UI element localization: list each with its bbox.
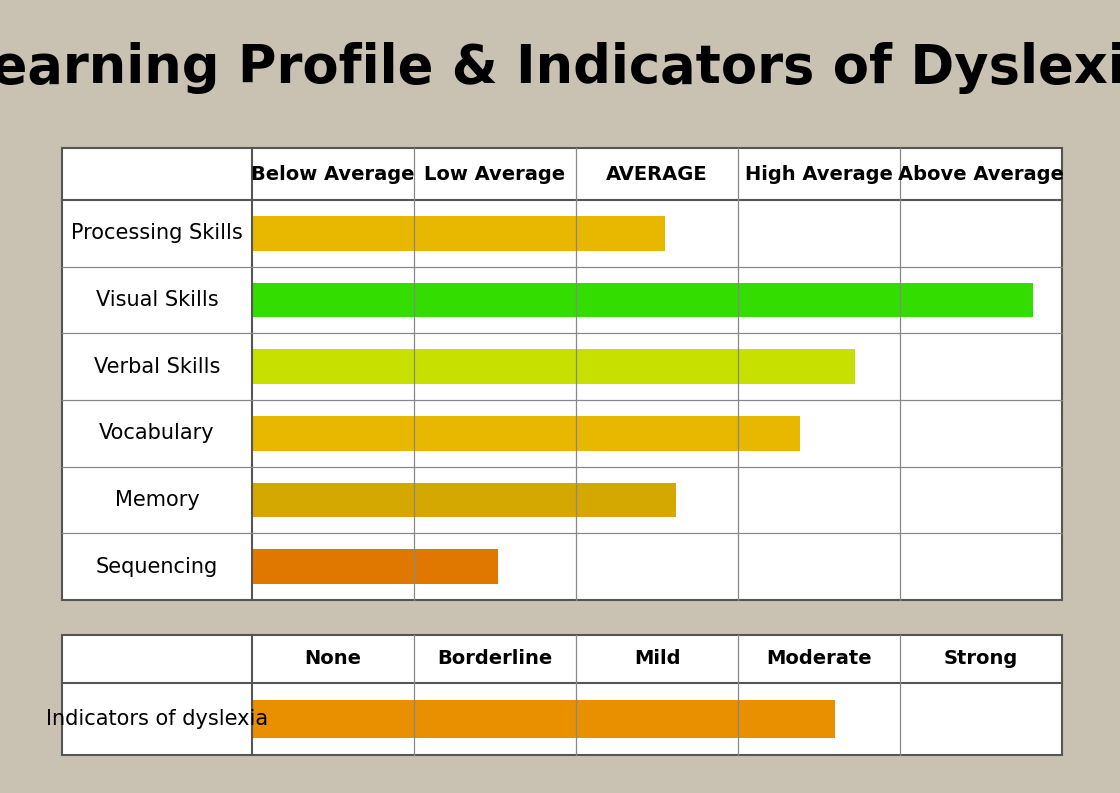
Text: Above Average: Above Average bbox=[898, 164, 1064, 183]
Text: Strong: Strong bbox=[944, 649, 1018, 668]
Text: Vocabulary: Vocabulary bbox=[100, 423, 215, 443]
Bar bbox=[62, 148, 1062, 600]
Text: Mild: Mild bbox=[634, 649, 680, 668]
Text: Sequencing: Sequencing bbox=[96, 557, 218, 577]
Text: Moderate: Moderate bbox=[766, 649, 871, 668]
Text: Indicators of dyslexia: Indicators of dyslexia bbox=[46, 709, 268, 729]
Bar bbox=[252, 350, 855, 384]
Text: Verbal Skills: Verbal Skills bbox=[94, 357, 221, 377]
Text: Visual Skills: Visual Skills bbox=[95, 290, 218, 310]
Bar bbox=[252, 550, 498, 584]
Bar bbox=[62, 148, 1062, 600]
Bar bbox=[252, 483, 676, 517]
Text: Processing Skills: Processing Skills bbox=[72, 224, 243, 243]
Text: High Average: High Average bbox=[745, 164, 893, 183]
Bar bbox=[252, 700, 836, 737]
Text: Low Average: Low Average bbox=[424, 164, 566, 183]
Bar bbox=[252, 216, 665, 251]
Text: Below Average: Below Average bbox=[251, 164, 414, 183]
Bar bbox=[62, 635, 1062, 755]
Bar bbox=[252, 416, 800, 450]
Text: None: None bbox=[305, 649, 362, 668]
Bar bbox=[252, 282, 1033, 317]
Text: Borderline: Borderline bbox=[438, 649, 552, 668]
Text: Memory: Memory bbox=[114, 490, 199, 510]
Text: AVERAGE: AVERAGE bbox=[606, 164, 708, 183]
Text: Learning Profile & Indicators of Dyslexia: Learning Profile & Indicators of Dyslexi… bbox=[0, 42, 1120, 94]
Bar bbox=[62, 635, 1062, 755]
